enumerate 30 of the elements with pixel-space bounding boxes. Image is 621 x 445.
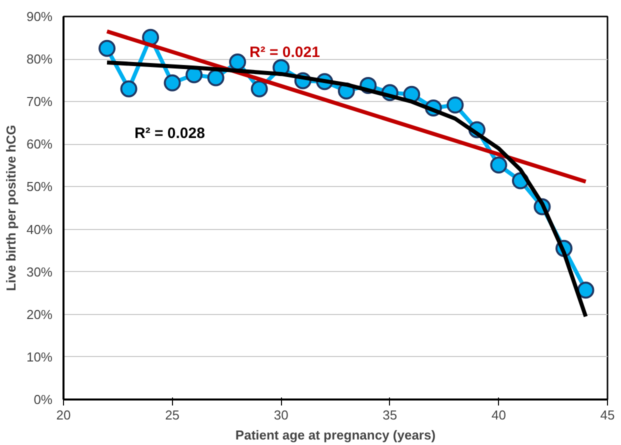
point [577, 282, 594, 299]
point [207, 69, 224, 86]
point [229, 54, 246, 71]
y-tick-label: 20% [26, 306, 53, 322]
y-tick-label: 60% [26, 136, 53, 152]
x-tick-label: 25 [165, 408, 180, 422]
x-tick-label: 45 [600, 408, 615, 422]
line-series [105, 60, 588, 319]
y-tick-label: 70% [26, 94, 53, 110]
point [446, 96, 464, 114]
y-tick-label: 10% [26, 349, 53, 364]
point [98, 40, 116, 57]
x-tick-label: 35 [382, 408, 398, 422]
y-tick-label: 50% [26, 179, 53, 194]
y-tick-label: 30% [26, 264, 53, 280]
x-tick-label: 40 [491, 408, 506, 422]
x-axis-title: Patient age at pregnancy (years) [235, 428, 436, 442]
y-tick-label: 90% [26, 9, 53, 24]
x-tick-label: 30 [274, 408, 288, 422]
y-axis-title: Live birth per positive hCG [3, 124, 18, 292]
point [120, 80, 138, 98]
x-tick-label: 20 [56, 408, 71, 422]
y-tick-label: 80% [26, 52, 53, 67]
annotation: R² = 0.028 [134, 125, 205, 142]
point [250, 80, 268, 98]
point [164, 74, 181, 92]
y-tick-label: 0% [34, 392, 53, 407]
point [490, 156, 508, 174]
y-tick-label: 40% [26, 222, 53, 237]
annotation: R² = 0.021 [250, 44, 320, 61]
